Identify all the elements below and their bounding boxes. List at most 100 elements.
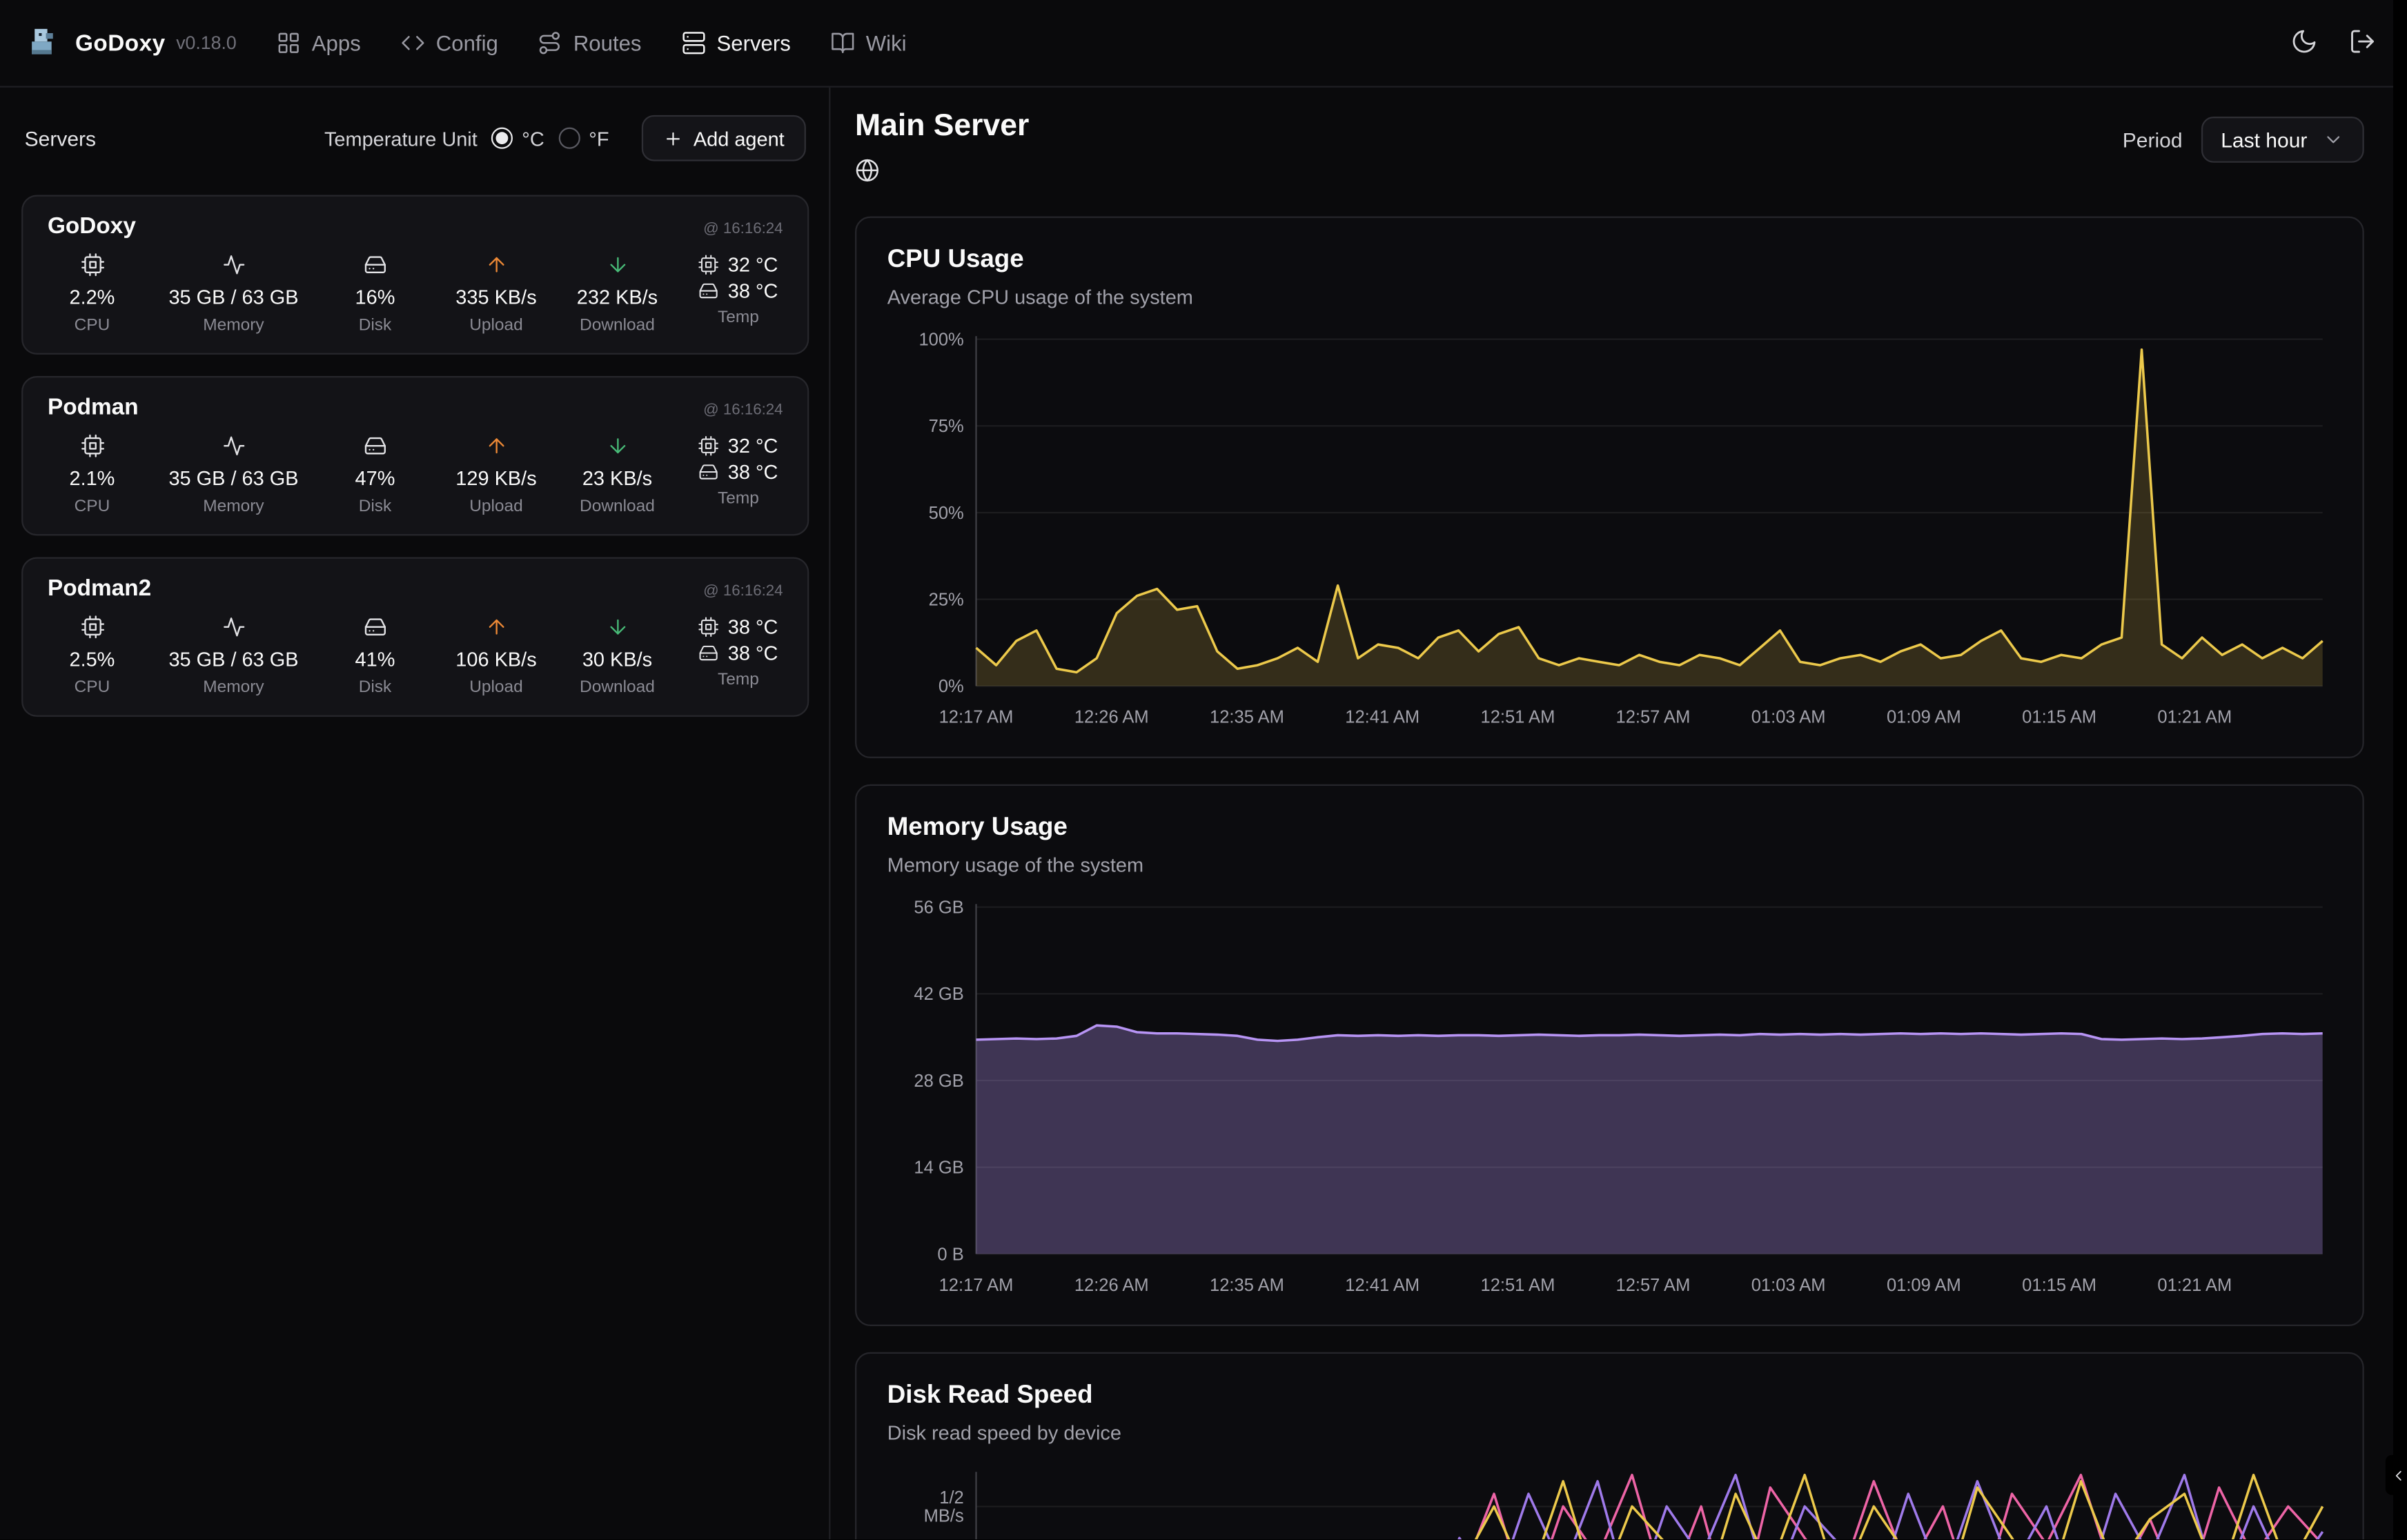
activity-icon [222, 435, 245, 457]
svg-text:14 GB: 14 GB [914, 1158, 963, 1178]
server-timestamp: @ 16:16:24 [703, 402, 783, 419]
svg-text:01:09 AM: 01:09 AM [1887, 708, 1961, 727]
memory-stat: 35 GB / 63 GB Memory [168, 253, 299, 335]
svg-text:75%: 75% [929, 417, 964, 436]
hard-drive-icon [364, 435, 386, 457]
svg-text:01:21 AM: 01:21 AM [2157, 708, 2232, 727]
cpu-stat: 2.5% CPU [48, 615, 137, 697]
svg-text:12:35 AM: 12:35 AM [1210, 708, 1284, 727]
arrow-up-icon [484, 253, 507, 276]
chart-title: Memory Usage [887, 813, 1068, 842]
temperature-unit-group: Temperature Unit °C °F Add agent [324, 115, 806, 161]
cpu-chip-icon [698, 255, 719, 275]
celsius-radio-circle[interactable] [491, 127, 513, 149]
nav-item-label: Routes [573, 30, 642, 56]
cpu-usage-chart: 0% 25% 50% 75% 100% 12:17 AM 12:26 AM 12:35 AM 1… [918, 330, 2324, 727]
memory-label: Memory [203, 497, 264, 516]
fahrenheit-radio[interactable]: °F [558, 127, 609, 150]
nav-item[interactable]: Apps [277, 30, 361, 55]
plus-icon [662, 128, 682, 148]
drawer-collapse-toggle[interactable] [2385, 1454, 2407, 1495]
disk-read-speed-chart: 1/2 MB/s [924, 1472, 2324, 1540]
period-select-value: Last hour [2221, 128, 2308, 152]
download-value: 23 KB/s [582, 466, 653, 490]
svg-text:25%: 25% [929, 591, 964, 610]
svg-text:12:57 AM: 12:57 AM [1616, 1276, 1691, 1295]
svg-text:01:03 AM: 01:03 AM [1751, 1276, 1826, 1295]
nav-item[interactable]: Config [401, 30, 498, 55]
temp-label: Temp [718, 308, 759, 327]
svg-text:12:17 AM: 12:17 AM [939, 1276, 1014, 1295]
server-name: Podman [47, 394, 139, 421]
server-card[interactable]: Podman @ 16:16:24 2.1% CPU 35 GB / 63 GB [21, 376, 809, 536]
logout-icon[interactable] [2348, 28, 2379, 58]
temp-stat: 32 °C 38 °C Temp [694, 253, 783, 335]
svg-text:28 GB: 28 GB [914, 1072, 963, 1091]
cpu-value: 2.2% [69, 285, 115, 309]
svg-text:01:03 AM: 01:03 AM [1751, 708, 1826, 727]
chart-subtitle: Disk read speed by device [887, 1421, 1121, 1445]
svg-text:12:35 AM: 12:35 AM [1210, 1276, 1284, 1295]
sidebar-header: Servers Temperature Unit °C °F Add agent [21, 109, 809, 161]
download-value: 232 KB/s [576, 285, 658, 309]
arrow-up-icon [484, 615, 507, 638]
content: Servers Temperature Unit °C °F Add agent [0, 87, 2407, 1540]
svg-text:12:41 AM: 12:41 AM [1345, 1276, 1419, 1295]
svg-text:12:51 AM: 12:51 AM [1481, 708, 1555, 727]
navbar-actions [2290, 28, 2379, 58]
disk-temp-row: 38 °C [698, 460, 778, 484]
disk-label: Disk [358, 316, 392, 335]
svg-text:0%: 0% [939, 677, 964, 696]
svg-text:01:21 AM: 01:21 AM [2157, 1276, 2232, 1295]
svg-text:0 B: 0 B [937, 1245, 963, 1264]
server-name: Podman2 [47, 575, 152, 602]
cpu-chip-icon [698, 617, 719, 637]
server-card[interactable]: Podman2 @ 16:16:24 2.5% CPU 35 GB / 63 G… [21, 557, 809, 717]
nav-item-icon [538, 30, 563, 55]
theme-toggle-moon-icon[interactable] [2290, 28, 2321, 58]
fahrenheit-radio-circle[interactable] [558, 127, 580, 149]
svg-text:12:51 AM: 12:51 AM [1481, 1276, 1555, 1295]
svg-text:12:26 AM: 12:26 AM [1074, 1276, 1149, 1295]
add-agent-button[interactable]: Add agent [641, 115, 806, 161]
download-value: 30 KB/s [582, 647, 653, 671]
upload-stat: 335 KB/s Upload [451, 253, 540, 335]
cpu-usage-card: CPU Usage Average CPU usage of the syste… [855, 216, 2364, 758]
svg-text:12:17 AM: 12:17 AM [939, 708, 1014, 727]
nav-item[interactable]: Routes [538, 30, 642, 56]
celsius-radio[interactable]: °C [491, 127, 544, 150]
sidebar-title: Servers [24, 126, 97, 150]
server-card[interactable]: GoDoxy @ 16:16:24 2.2% CPU 35 GB / 63 GB [21, 195, 809, 355]
temp-stat: 32 °C 38 °C Temp [694, 435, 783, 516]
memory-label: Memory [203, 316, 264, 335]
right-edge-strip [2393, 0, 2407, 1540]
disk-value: 47% [355, 466, 395, 490]
upload-label: Upload [469, 316, 523, 335]
brand: GoDoxy v0.18.0 [28, 26, 237, 60]
disk-temp-value: 38 °C [727, 279, 778, 303]
period-select[interactable]: Last hour [2201, 117, 2364, 163]
disk-stat: 47% Disk [331, 435, 420, 515]
upload-value: 129 KB/s [455, 466, 537, 490]
download-stat: 23 KB/s Download [573, 435, 662, 515]
hard-drive-icon [364, 615, 386, 638]
server-stats: 2.1% CPU 35 GB / 63 GB Memory 47% Disk [48, 435, 783, 516]
server-name: GoDoxy [47, 213, 136, 240]
svg-text:12:41 AM: 12:41 AM [1345, 708, 1419, 727]
brand-version: v0.18.0 [176, 32, 237, 54]
nav-item[interactable]: Wiki [831, 30, 907, 55]
nav-item-label: Servers [716, 30, 791, 56]
activity-icon [222, 253, 245, 276]
svg-text:12:57 AM: 12:57 AM [1616, 708, 1691, 727]
period-label: Period [2122, 128, 2183, 152]
cpu-value: 2.1% [69, 466, 115, 490]
arrow-down-icon [606, 615, 629, 638]
disk-value: 41% [355, 647, 395, 671]
nav-item[interactable]: Servers [681, 30, 791, 56]
godoxy-logo-icon [28, 26, 61, 60]
disk-temp-row: 38 °C [698, 279, 778, 302]
nav-item-label: Apps [311, 30, 361, 56]
cpu-label: CPU [74, 678, 110, 697]
cpu-label: CPU [74, 316, 110, 335]
